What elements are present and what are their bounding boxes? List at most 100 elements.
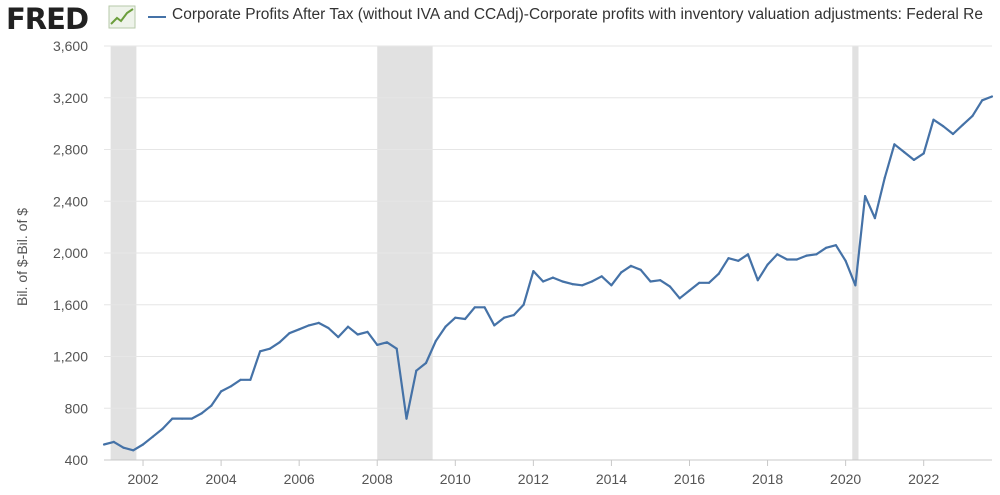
x-tick-label: 2020	[830, 471, 861, 487]
data-point	[366, 330, 369, 333]
data-point	[639, 268, 642, 271]
legend-swatch	[148, 16, 166, 18]
data-point	[864, 195, 867, 198]
data-point	[912, 158, 916, 161]
data-point	[288, 332, 291, 335]
data-point	[141, 443, 145, 446]
y-axis-title: Bil. of $-Bil. of $	[14, 208, 30, 306]
data-point	[659, 279, 662, 282]
chart-line-icon	[108, 5, 136, 29]
data-point	[415, 369, 418, 372]
data-point	[512, 314, 515, 317]
y-tick-label: 1,600	[53, 297, 88, 313]
data-point	[542, 280, 545, 283]
y-tick-label: 2,000	[53, 245, 88, 261]
data-point	[268, 347, 271, 350]
data-point	[600, 275, 603, 278]
data-point	[951, 132, 955, 136]
data-point	[873, 217, 877, 220]
data-point	[737, 259, 740, 262]
y-tick-label: 3,200	[53, 90, 88, 106]
fred-logo[interactable]: FRED	[6, 2, 89, 36]
y-tick-label: 400	[65, 452, 89, 468]
data-point	[464, 317, 467, 321]
data-point	[961, 123, 964, 126]
data-point	[717, 272, 720, 275]
data-point	[649, 280, 652, 283]
x-tick-label: 2010	[440, 471, 471, 487]
data-point	[834, 244, 838, 247]
data-point	[151, 435, 154, 438]
data-point	[171, 417, 174, 420]
data-point	[746, 253, 750, 256]
x-tick-label: 2014	[596, 471, 627, 487]
x-tick-label: 2004	[206, 471, 237, 487]
data-point	[181, 417, 184, 420]
data-point	[678, 297, 681, 300]
x-tick-label: 2002	[127, 471, 158, 487]
data-point	[825, 246, 828, 249]
data-point	[903, 151, 906, 154]
data-point	[698, 281, 701, 284]
data-point	[395, 347, 398, 350]
y-tick-label: 3,600	[53, 38, 88, 54]
data-point	[561, 280, 564, 283]
data-point	[786, 258, 789, 261]
data-point	[815, 253, 818, 256]
data-point	[805, 254, 808, 257]
data-point	[385, 341, 389, 344]
series-line	[103, 95, 993, 452]
data-point	[239, 378, 242, 381]
data-point	[434, 339, 437, 343]
data-point	[337, 336, 340, 339]
data-point	[844, 259, 847, 262]
x-tick-label: 2022	[908, 471, 939, 487]
data-point	[551, 276, 555, 279]
data-point	[112, 440, 115, 443]
data-point	[610, 284, 613, 287]
data-point	[307, 324, 310, 327]
data-point	[629, 264, 633, 267]
data-point	[971, 114, 974, 117]
data-point	[532, 270, 535, 273]
data-point	[620, 271, 623, 274]
data-point	[327, 326, 330, 330]
data-point	[756, 279, 759, 282]
data-point	[854, 284, 857, 287]
data-point	[210, 404, 213, 407]
data-point	[122, 446, 125, 449]
data-point	[668, 285, 672, 288]
data-point	[893, 143, 896, 146]
data-point	[571, 283, 574, 286]
y-tick-label: 800	[65, 400, 89, 416]
data-point	[190, 417, 193, 420]
x-tick-label: 2012	[518, 471, 549, 487]
data-point	[473, 306, 476, 309]
y-tick-label: 1,200	[53, 349, 88, 365]
data-point	[259, 350, 262, 353]
data-point	[795, 258, 798, 261]
data-point	[249, 378, 252, 381]
x-tick-label: 2018	[752, 471, 783, 487]
data-point	[444, 325, 447, 328]
data-point	[483, 306, 486, 309]
y-tick-label: 2,800	[53, 142, 88, 158]
data-point	[932, 118, 935, 121]
data-point	[503, 316, 506, 319]
y-tick-label: 2,400	[53, 193, 88, 209]
data-point	[707, 281, 711, 284]
data-point	[454, 316, 457, 319]
data-point	[132, 449, 135, 452]
legend-label[interactable]: Corporate Profits After Tax (without IVA…	[172, 6, 983, 23]
data-point	[298, 328, 301, 331]
data-point	[161, 427, 164, 430]
data-point	[317, 321, 320, 324]
x-tick-label: 2008	[362, 471, 393, 487]
data-point	[688, 289, 691, 292]
data-point	[990, 95, 994, 98]
data-point	[102, 443, 106, 446]
data-point	[229, 385, 232, 388]
data-point	[220, 390, 223, 393]
x-tick-label: 2016	[674, 471, 705, 487]
